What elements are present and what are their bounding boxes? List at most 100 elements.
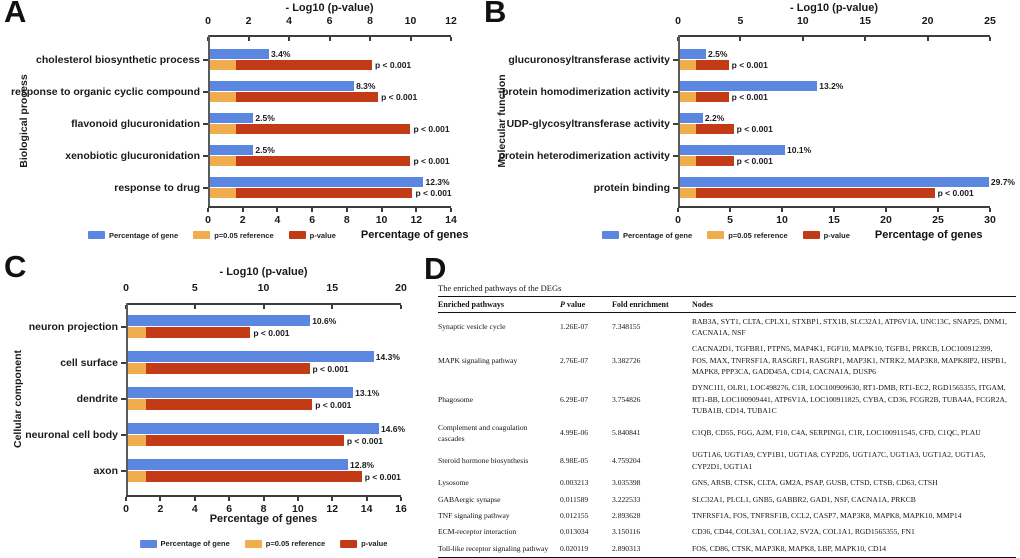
pvalue-label: p < 0.001 [253, 327, 290, 338]
bottom-axis-tick [989, 208, 991, 212]
bottom-axis-tick-label: 20 [880, 214, 892, 226]
table-cell: 3.222533 [612, 494, 641, 504]
percentage-bar [210, 113, 254, 123]
bottom-axis-tick-label: 14 [445, 214, 457, 226]
pvalue-label: p < 0.001 [413, 124, 450, 134]
table-cell: GABAergic synapse [438, 494, 501, 504]
table-cell: C1QB, CD55, FGG, A2M, F10, C4A, SERPING1… [692, 428, 981, 438]
top-axis-line [678, 35, 990, 37]
pvalue-label: p < 0.001 [736, 156, 773, 166]
top-axis-tick-label: 5 [737, 15, 744, 27]
bottom-axis-tick-label: 10 [776, 214, 788, 226]
enriched-pathways-table-container: The enriched pathways of the DEGs Enrich… [438, 283, 1016, 558]
pvalue-bar [145, 363, 310, 374]
bottom-axis-tick-label: 12 [410, 214, 423, 226]
bottom-axis-tick-label: 0 [123, 503, 129, 515]
top-axis-tick-label: 15 [859, 15, 872, 27]
bottom-axis-tick-label: 4 [274, 214, 281, 226]
legend-label: p=0.05 reference [214, 230, 274, 240]
top-axis-tick [247, 37, 250, 41]
top-axis-tick-label: 20 [395, 282, 407, 294]
category-tick [121, 433, 126, 436]
top-axis-tick-label: 6 [326, 15, 333, 27]
bottom-axis-tick-label: 0 [675, 214, 681, 226]
legend-label: p=0.05 reference [265, 539, 326, 548]
pvalue-label: p < 0.001 [346, 435, 384, 446]
table-cell: MAPK signaling pathway [438, 355, 518, 365]
pvalue-bar [145, 399, 313, 410]
bottom-axis-title: Percentage of genes [360, 229, 469, 241]
bottom-axis-tick [296, 497, 299, 501]
top-axis-tick [288, 37, 290, 41]
table-cell: DYNC1I1, OLR1, LOC498276, C1R, LOC100909… [692, 383, 1007, 416]
pvalue-label: p < 0.001 [315, 399, 352, 410]
legend: Percentage of gene p=0.05 reference p-valu… [139, 539, 387, 548]
bottom-axis-line [126, 495, 401, 497]
top-axis-tick-label: 20 [921, 15, 934, 27]
percentage-bar [128, 315, 311, 326]
bottom-axis-tick [677, 208, 679, 212]
table-row: Complement and coagulation cascades 4.99E… [438, 419, 1016, 447]
legend-label: Percentage of gene [160, 539, 230, 548]
bottom-axis-tick-label: 4 [191, 503, 198, 515]
y-axis-line [208, 35, 210, 208]
bottom-axis-tick-label: 5 [727, 214, 733, 226]
reference-bar [210, 92, 237, 102]
bottom-axis-tick-label: 8 [343, 214, 350, 226]
table-cell: 8.98E-05 [560, 456, 589, 466]
table-cell: UGT1A6, UGT1A9, CYP1B1, UGT1A8, CYP2D5, … [692, 450, 986, 471]
top-axis-tick-label: 12 [445, 15, 457, 27]
top-axis-tick [193, 305, 196, 309]
category-tick [673, 186, 678, 189]
top-axis-tick [739, 37, 742, 41]
top-axis-tick-label: 15 [326, 282, 339, 294]
bottom-axis-tick-label: 16 [395, 503, 407, 515]
table-cell: SLC32A1, PLCL1, GNB5, GABBR2, GAD1, NSF,… [692, 494, 916, 504]
table-cell: 2.893628 [612, 510, 641, 520]
bottom-axis-tick [207, 208, 209, 212]
top-axis-tick [926, 37, 929, 41]
panel-c-cellular-component: C - Log10 (p-value) 0 5 10 15 20 neuron projec… [0, 249, 435, 558]
percentage-bar-label: 2.5% [255, 113, 275, 123]
panel-d-pathway-table: D The enriched pathways of the DEGs Enri… [420, 251, 1020, 558]
legend-label: Percentage of gene [623, 230, 693, 240]
category-label: neuronal cell body [25, 428, 118, 441]
category-label: protein homodimerization activity [501, 85, 670, 98]
table-cell: 1.26E-07 [560, 322, 589, 332]
blue-swatch-icon [88, 231, 105, 239]
top-axis-title: - Log10 (p-value) [285, 2, 374, 14]
bottom-axis-tick-label: 10 [375, 214, 388, 226]
reference-bar [680, 124, 697, 134]
table-column-header: Enriched pathways [438, 296, 560, 313]
bottom-axis-tick-label: 25 [932, 214, 944, 226]
panel-c-letter: C [4, 249, 27, 284]
percentage-bar [680, 81, 818, 91]
legend-item: p-value [802, 231, 850, 240]
category-tick [673, 90, 678, 93]
y-axis-group-label: Biological process [18, 73, 30, 168]
reference-bar [128, 435, 146, 446]
bottom-axis-tick-label: 30 [984, 214, 996, 226]
table-cell: CD36, CD44, COL3A1, COL1A2, SV2A, COL1A1… [692, 527, 915, 537]
category-label: flavonoid glucuronidation [71, 117, 200, 130]
bottom-axis-tick [159, 497, 162, 501]
table-title: The enriched pathways of the DEGs [438, 283, 562, 293]
y-axis-group-label: Molecular function [496, 73, 508, 168]
category-tick [121, 397, 126, 400]
top-axis-line [208, 35, 451, 37]
orange-swatch-icon [193, 231, 211, 239]
percentage-bar-label: 13.1% [355, 387, 380, 398]
table-cell: 2.76E-07 [560, 355, 589, 365]
pvalue-bar [236, 156, 411, 166]
table-cell: GNS, ARSB, CTSK, CLTA, GM2A, PSAP, GUSB,… [692, 478, 938, 488]
percentage-bar-label: 10.1% [787, 145, 812, 155]
pvalue-bar [145, 471, 362, 482]
category-label: axon [93, 464, 118, 477]
table-cell: 3.754826 [612, 394, 641, 404]
legend: Percentage of gene p=0.05 reference p-valu… [602, 229, 982, 241]
bottom-axis-tick [228, 497, 231, 501]
percentage-bar [128, 459, 348, 470]
category-label: dendrite [76, 392, 118, 405]
table-cell: 5.840841 [612, 428, 641, 438]
reference-bar [128, 399, 146, 410]
